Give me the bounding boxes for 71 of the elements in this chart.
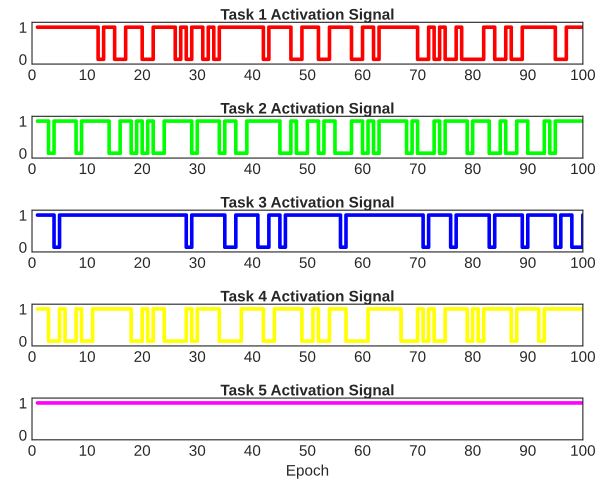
- x-tick-label: 0: [28, 351, 36, 362]
- x-tick-label: 10: [80, 69, 95, 80]
- x-tick-label: 50: [300, 163, 316, 174]
- x-tick-label: 80: [464, 351, 481, 362]
- x-tick-label: 20: [134, 351, 150, 362]
- x-tick-label: 50: [300, 257, 316, 268]
- y-tick-label: 0: [19, 54, 27, 65]
- x-tick-label: 50: [300, 69, 316, 80]
- x-tick-label: 0: [28, 257, 36, 268]
- x-tick-label: 60: [354, 163, 370, 174]
- y-tick-label: 1: [20, 22, 26, 33]
- x-tick-label: 20: [134, 163, 150, 174]
- chart-title: Task 3 Activation Signal: [220, 196, 394, 211]
- x-tick-label: 40: [244, 257, 260, 268]
- x-tick-label: 30: [189, 445, 206, 456]
- x-tick-label: 0: [28, 69, 36, 80]
- y-tick-label: 1: [20, 210, 26, 221]
- x-tick-label: 70: [410, 351, 426, 362]
- x-tick-label: 70: [410, 163, 426, 174]
- x-tick-label: 40: [244, 69, 260, 80]
- x-tick-label: 60: [354, 257, 370, 268]
- x-tick-label: 20: [134, 69, 150, 80]
- x-tick-label: 40: [244, 351, 260, 362]
- x-tick-label: 10: [80, 257, 95, 268]
- x-tick-label: 10: [80, 445, 95, 456]
- y-tick-label: 0: [19, 242, 27, 253]
- x-tick-label: 20: [134, 257, 150, 268]
- x-tick-label: 100: [571, 445, 596, 456]
- x-tick-label: 0: [28, 445, 36, 456]
- x-tick-label: 60: [354, 69, 370, 80]
- x-tick-label: 30: [189, 163, 206, 174]
- chart-title: Task 1 Activation Signal: [220, 8, 394, 23]
- y-tick-label: 1: [20, 304, 26, 315]
- x-tick-label: 70: [410, 445, 426, 456]
- y-tick-label: 0: [19, 430, 27, 441]
- x-tick-label: 30: [189, 69, 206, 80]
- x-tick-label: 100: [571, 69, 596, 80]
- y-tick-label: 1: [20, 398, 26, 408]
- x-tick-label: 10: [80, 351, 95, 362]
- x-tick-label: 50: [300, 351, 316, 362]
- x-tick-label: 30: [189, 351, 206, 362]
- x-tick-label: 80: [464, 163, 481, 174]
- x-tick-label: 90: [520, 163, 536, 174]
- x-tick-label: 90: [520, 69, 536, 80]
- x-tick-label: 60: [354, 445, 370, 456]
- chart-title: Task 4 Activation Signal: [220, 290, 394, 305]
- x-tick-label: 100: [571, 163, 596, 174]
- x-tick-label: 70: [410, 69, 426, 80]
- x-tick-label: 90: [520, 351, 536, 362]
- x-tick-label: 80: [464, 257, 481, 268]
- y-tick-label: 0: [19, 336, 27, 347]
- x-tick-label: 70: [410, 257, 426, 268]
- x-tick-label: 60: [354, 351, 370, 362]
- x-tick-label: 0: [28, 163, 36, 174]
- x-tick-label: 40: [244, 445, 260, 456]
- chart-title: Task 5 Activation Signal: [220, 384, 394, 399]
- x-tick-label: 100: [571, 257, 596, 268]
- chart-title: Task 2 Activation Signal: [220, 102, 394, 117]
- x-tick-label: 90: [520, 257, 536, 268]
- x-tick-label: 10: [80, 163, 95, 174]
- x-tick-label: 100: [571, 351, 596, 362]
- x-tick-label: 80: [464, 445, 481, 456]
- x-tick-label: 40: [244, 163, 260, 174]
- y-tick-label: 0: [19, 148, 27, 159]
- y-tick-label: 1: [20, 116, 26, 127]
- x-tick-label: 30: [189, 257, 206, 268]
- x-tick-label: 80: [464, 69, 481, 80]
- x-tick-label: 50: [300, 445, 316, 456]
- x-tick-label: 90: [520, 445, 536, 456]
- x-tick-label: 20: [134, 445, 150, 456]
- x-axis-title: Epoch: [287, 464, 328, 479]
